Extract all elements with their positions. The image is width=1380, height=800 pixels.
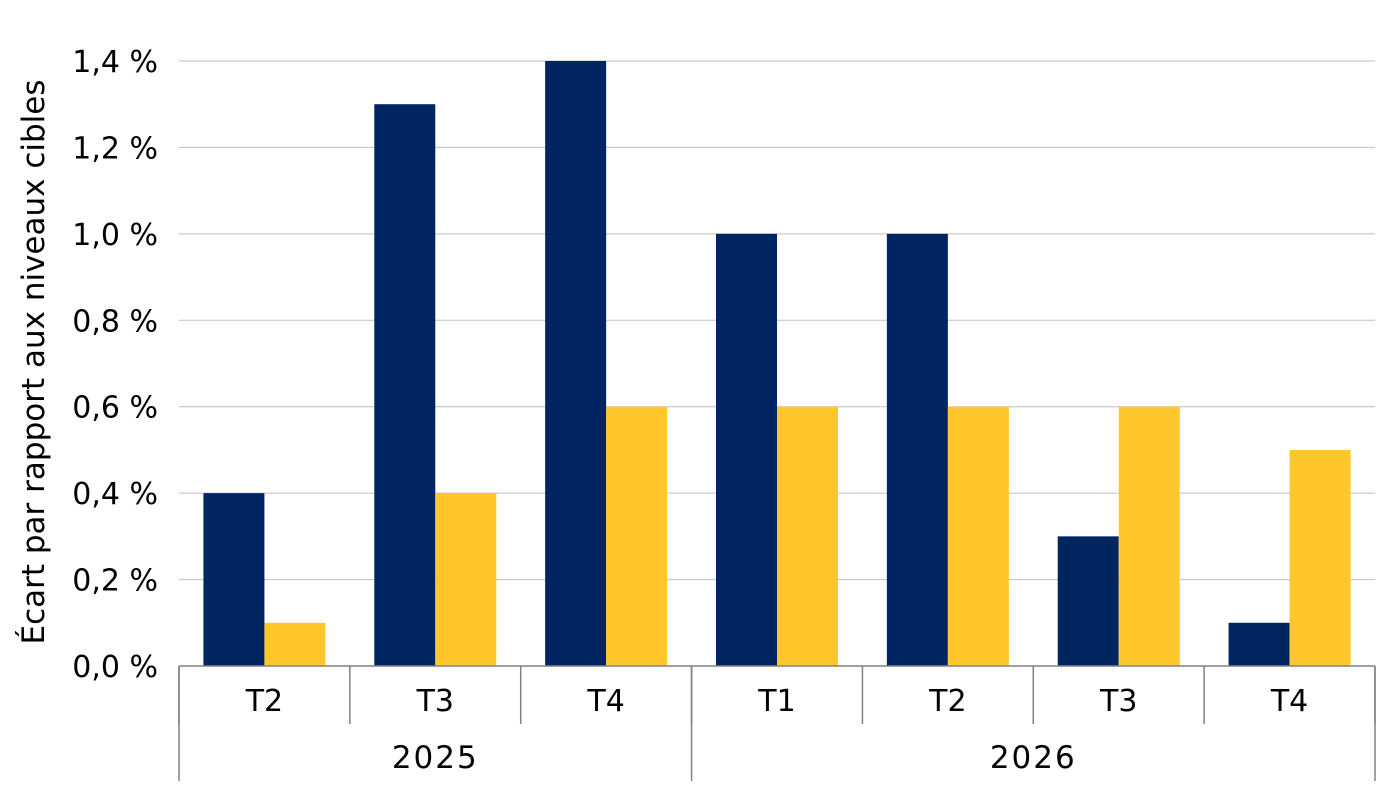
x-axis: T2 T3 T4 T1 T2 T3 T4 2025 2026 bbox=[178, 665, 1376, 781]
bar-series-1 bbox=[545, 61, 607, 666]
y-tick-label: 1,2 % bbox=[72, 131, 158, 166]
bar-series-2 bbox=[777, 406, 838, 666]
y-tick-label: 1,0 % bbox=[72, 218, 158, 253]
y-tick-labels: 0,0 % 0,2 % 0,4 % 0,6 % 0,8 % 1,0 % 1,2 % 1,4 % bbox=[72, 45, 158, 685]
bar-series-1 bbox=[716, 233, 777, 666]
y-tick-label: 0,6 % bbox=[72, 391, 158, 426]
y-tick-label: 0,4 % bbox=[72, 477, 158, 512]
bar-series-2 bbox=[1289, 449, 1351, 666]
y-tick-label: 0,8 % bbox=[72, 304, 158, 339]
bar-series-1 bbox=[886, 233, 948, 666]
y-axis-label: Écart par rapport aux niveaux cibles bbox=[16, 79, 52, 644]
bar-series-1 bbox=[1228, 622, 1290, 666]
y-tick-label: 0,0 % bbox=[72, 650, 158, 685]
bar-series-2 bbox=[606, 406, 668, 666]
x-tick-label: T2 bbox=[928, 684, 966, 719]
y-tick-label: 1,4 % bbox=[72, 45, 158, 80]
x-group-label: 2026 bbox=[990, 740, 1077, 776]
bar-series-2 bbox=[435, 493, 497, 666]
bar-series-1 bbox=[1057, 536, 1119, 666]
x-tick-label: T4 bbox=[586, 684, 624, 719]
x-tick-label: T3 bbox=[1099, 684, 1137, 719]
bar-series-1 bbox=[374, 104, 436, 666]
bar-series-2 bbox=[947, 406, 1009, 666]
bar-series-2 bbox=[1118, 406, 1180, 666]
x-tick-label: T3 bbox=[416, 684, 454, 719]
x-tick-label: T4 bbox=[1270, 684, 1308, 719]
x-tick-label: T2 bbox=[245, 684, 283, 719]
y-tick-label: 0,2 % bbox=[72, 564, 158, 599]
bars bbox=[203, 61, 1351, 666]
bar-series-1 bbox=[203, 493, 265, 666]
bar-series-2 bbox=[264, 622, 326, 666]
x-group-label: 2025 bbox=[392, 740, 479, 776]
x-tick-label: T1 bbox=[757, 684, 795, 719]
